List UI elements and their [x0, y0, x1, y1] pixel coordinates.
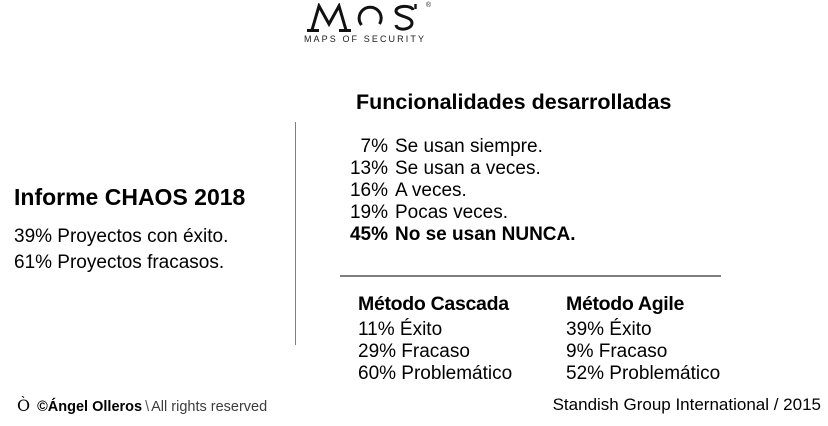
- olleros-logo-mark: Ò: [17, 396, 31, 415]
- usage-stat-label: No se usan NUNCA.: [395, 224, 576, 245]
- usage-stat-label: Se usan a veces.: [395, 158, 541, 179]
- usage-stat-item: 13% Se usan a veces.: [340, 158, 576, 180]
- chaos-stat-exito: 39% Proyectos con éxito.: [14, 226, 229, 247]
- rights-reserved-text: All rights reserved: [151, 399, 268, 415]
- functionality-title: Funcionalidades desarrolladas: [356, 90, 672, 114]
- method-agile-title: Método Agile: [566, 293, 685, 315]
- usage-stat-pct: 45%: [349, 224, 388, 245]
- method-cascada-problematico: 60% Problemático: [358, 363, 513, 384]
- method-cascada-fracaso: 29% Fracaso: [358, 341, 470, 362]
- logo-subtitle: MAPS OF SECURITY: [303, 34, 427, 44]
- method-agile-fracaso: 9% Fracaso: [566, 341, 668, 362]
- usage-stat-label: Se usan siempre.: [395, 136, 543, 157]
- chaos-report-panel: Informe CHAOS 2018 39% Proyectos con éxi…: [14, 184, 294, 276]
- usage-stat-item-never: 45% No se usan NUNCA.: [340, 224, 576, 246]
- usage-stat-label: Pocas veces.: [395, 202, 508, 223]
- method-cascada-exito: 11% Éxito: [358, 319, 443, 340]
- divider-horizontal: [340, 275, 721, 277]
- method-agile-problematico: 52% Problemático: [566, 363, 721, 384]
- chaos-report-title: Informe CHAOS 2018: [14, 184, 246, 210]
- source-attribution: Standish Group International / 2015: [552, 395, 821, 414]
- method-cascada-column: Método Cascada 11% Éxito 29% Fracaso 60%…: [358, 293, 566, 385]
- usage-stat-pct: 7%: [360, 136, 388, 157]
- usage-stat-pct: 13%: [349, 158, 388, 179]
- usage-stat-item: 7% Se usan siempre.: [340, 136, 576, 158]
- method-agile-column: Método Agile 39% Éxito 9% Fracaso 52% Pr…: [566, 293, 774, 385]
- divider-vertical: [295, 122, 296, 345]
- usage-stats-list: 7% Se usan siempre. 13% Se usan a veces.…: [340, 136, 576, 246]
- mos-logo: ® MOS MAPS OF SECURITY: [303, 2, 431, 44]
- usage-stat-item: 19% Pocas veces.: [340, 202, 576, 224]
- copyright-notice: Ò ©Ángel Olleros \ All rights reserved: [17, 396, 267, 415]
- methods-comparison: Método Cascada 11% Éxito 29% Fracaso 60%…: [358, 293, 774, 385]
- usage-stat-pct: 19%: [349, 202, 388, 223]
- method-cascada-title: Método Cascada: [358, 293, 509, 315]
- chaos-stat-fracasos: 61% Proyectos fracasos.: [14, 252, 225, 273]
- registered-trademark: ®: [425, 2, 431, 9]
- copyright-separator: \: [145, 399, 150, 415]
- method-agile-exito: 39% Éxito: [566, 319, 652, 340]
- copyright-text: ©Ángel Olleros: [37, 399, 143, 415]
- usage-stat-label: A veces.: [395, 180, 467, 201]
- mos-logo-icon: [307, 3, 417, 32]
- usage-stat-item: 16% A veces.: [340, 180, 576, 202]
- usage-stat-pct: 16%: [349, 180, 388, 201]
